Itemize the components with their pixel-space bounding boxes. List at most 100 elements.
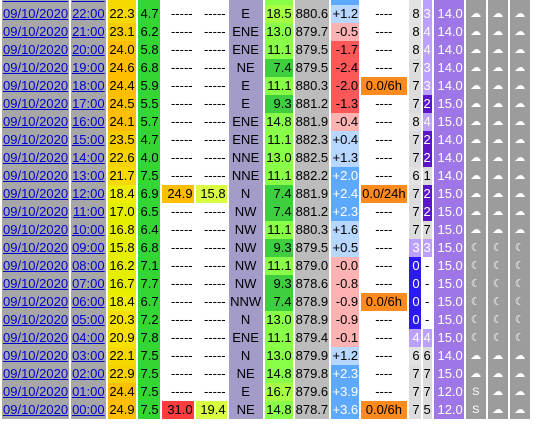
time-link[interactable]: 06:00 [71,293,106,311]
wind-direction-cell: NW [228,257,263,275]
time-link[interactable]: 09:00 [71,239,106,257]
pressure-cell: 882.5 [294,149,330,167]
date-link[interactable]: 09/10/2020 [2,257,70,275]
date-link[interactable]: 09/10/2020 [2,275,70,293]
pressure-tendency-cell: +3.6 [331,401,360,419]
date-link[interactable]: 09/10/2020 [2,131,70,149]
weather-icon: ☾ [509,257,530,275]
wind-speed-cell: 14.8 [264,401,293,419]
temperature-cell: 22.3 [107,5,136,23]
weather-icon: ☁ [465,23,486,41]
low-cloud-cell: 7 [408,221,421,239]
dewpoint-cell: 6.4 [137,221,160,239]
date-link[interactable]: 09/10/2020 [2,221,70,239]
time-link[interactable]: 13:00 [71,167,106,185]
time-link[interactable]: 14:00 [71,149,106,167]
time-link[interactable]: 17:00 [71,95,106,113]
date-link[interactable]: 09/10/2020 [2,59,70,77]
dewpoint-cell: 4.7 [137,5,160,23]
time-link[interactable]: 08:00 [71,257,106,275]
date-link[interactable]: 09/10/2020 [2,149,70,167]
date-link[interactable]: 09/10/2020 [2,0,70,5]
low-cloud-cell: 0 [408,293,421,311]
gustmax-cell: ----- [195,275,227,293]
date-link[interactable]: 09/10/2020 [2,329,70,347]
time-link[interactable]: 15:00 [71,131,106,149]
wind-speed-cell: 9.3 [264,275,293,293]
precipitation-cell: ---- [361,365,407,383]
gust-cell: ----- [161,239,194,257]
temperature-cell: 17.0 [107,203,136,221]
weather-icon: ☁ [509,131,530,149]
date-link[interactable]: 09/10/2020 [2,5,70,23]
date-link[interactable]: 09/10/2020 [2,23,70,41]
time-link[interactable]: 10:00 [71,221,106,239]
date-link[interactable]: 09/10/2020 [2,41,70,59]
visibility-cell: 15.0 [433,113,464,131]
date-link[interactable]: 09/10/2020 [2,293,70,311]
low-cloud-cell: 7 [408,131,421,149]
time-link[interactable]: 07:00 [71,275,106,293]
weather-icon: ☁ [509,185,530,203]
date-link[interactable]: 09/10/2020 [2,347,70,365]
low-cloud-cell: 7 [408,95,421,113]
date-link[interactable]: 09/10/2020 [2,239,70,257]
table-row: 09/10/202023:0021.96.0----------E14.8881… [2,0,530,5]
date-link[interactable]: 09/10/2020 [2,185,70,203]
time-link[interactable]: 05:00 [71,311,106,329]
time-link[interactable]: 20:00 [71,41,106,59]
date-link[interactable]: 09/10/2020 [2,401,70,419]
time-link[interactable]: 00:00 [71,401,106,419]
date-link[interactable]: 09/10/2020 [2,365,70,383]
precipitation-cell: 0.0/6h [361,77,407,95]
time-link[interactable]: 01:00 [71,383,106,401]
pressure-cell: 879.4 [294,329,330,347]
date-link[interactable]: 09/10/2020 [2,95,70,113]
wind-speed-cell: 13.0 [264,23,293,41]
low-cloud-cell: 0 [408,257,421,275]
weather-icon: ☁ [465,59,486,77]
precipitation-cell: ---- [361,149,407,167]
time-link[interactable]: 04:00 [71,329,106,347]
time-link[interactable]: 22:00 [71,5,106,23]
time-link[interactable]: 02:00 [71,365,106,383]
wind-speed-cell: 16.7 [264,383,293,401]
pressure-tendency-cell: -0.1 [331,329,360,347]
time-link[interactable]: 12:00 [71,185,106,203]
weather-icon: ☁ [487,131,508,149]
weather-icon: ☁ [509,203,530,221]
temperature-cell: 15.8 [107,239,136,257]
dewpoint-cell: 6.2 [137,23,160,41]
visibility-cell: 15.0 [433,311,464,329]
time-link[interactable]: 19:00 [71,59,106,77]
gust-cell: ----- [161,311,194,329]
low-cloud-cell: 8 [408,113,421,131]
date-link[interactable]: 09/10/2020 [2,167,70,185]
time-link[interactable]: 21:00 [71,23,106,41]
visibility-cell: 14.0 [433,59,464,77]
weather-icon: ☁ [509,401,530,419]
date-link[interactable]: 09/10/2020 [2,113,70,131]
time-link[interactable]: 11:00 [71,203,106,221]
time-link[interactable]: 03:00 [71,347,106,365]
weather-icon: ☁ [487,23,508,41]
high-cloud-cell: 4 [422,329,432,347]
weather-icon: ☁ [465,41,486,59]
time-link[interactable]: 18:00 [71,77,106,95]
wind-direction-cell: NE [228,59,263,77]
wind-direction-cell: E [228,383,263,401]
weather-icon: ☁ [487,149,508,167]
time-link[interactable]: 23:00 [71,0,106,5]
gustmax-cell: ----- [195,293,227,311]
low-cloud-cell: 8 [408,41,421,59]
date-link[interactable]: 09/10/2020 [2,383,70,401]
weather-icon: ☾ [509,329,530,347]
date-link[interactable]: 09/10/2020 [2,311,70,329]
date-link[interactable]: 09/10/2020 [2,77,70,95]
wind-direction-cell: NW [228,275,263,293]
wind-speed-cell: 14.8 [264,113,293,131]
pressure-cell: 882.3 [294,131,330,149]
time-link[interactable]: 16:00 [71,113,106,131]
gustmax-cell: ----- [195,59,227,77]
date-link[interactable]: 09/10/2020 [2,203,70,221]
